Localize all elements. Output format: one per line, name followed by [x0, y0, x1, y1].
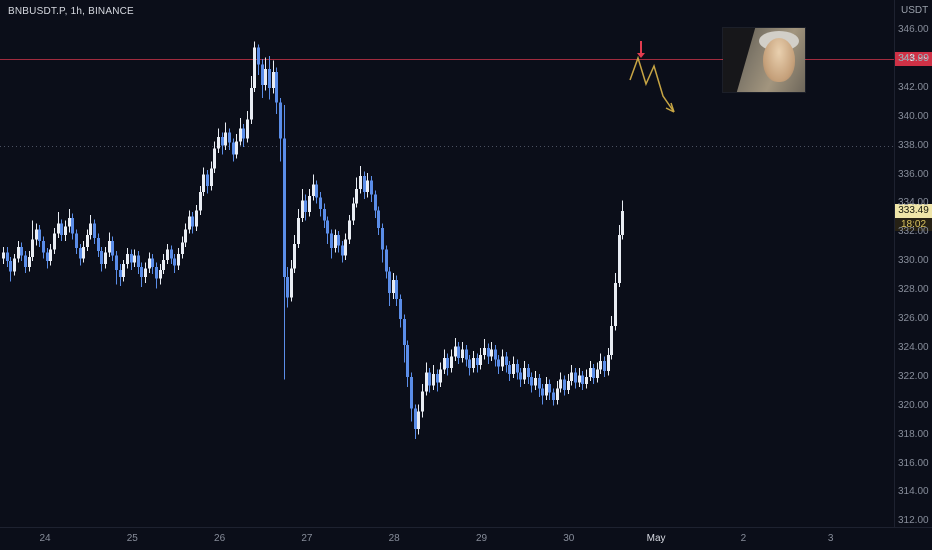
candlestick-series [2, 41, 624, 439]
price-tick-label: 332.00 [898, 226, 929, 238]
price-tick-label: 314.00 [898, 486, 929, 498]
chart-canvas[interactable]: BNBUSDT.P, 1h, BINANCE [0, 0, 895, 528]
time-axis-label: 25 [126, 533, 138, 544]
time-axis-label: 27 [301, 533, 313, 544]
price-tick-label: 346.00 [898, 24, 929, 35]
price-line-label: 343.99 [895, 52, 932, 67]
symbol-legend[interactable]: BNBUSDT.P, 1h, BINANCE [8, 6, 134, 17]
price-chart-svg [0, 41, 895, 439]
time-axis-label: 24 [39, 533, 51, 544]
time-axis-label: 28 [388, 533, 400, 544]
symbol-legend-text: BNBUSDT.P, 1h, BINANCE [8, 6, 134, 17]
price-tick-label: 328.00 [898, 284, 929, 296]
price-tick-label: 340.00 [898, 110, 929, 122]
price-tick-label: 338.00 [898, 139, 929, 151]
time-axis-label: May [646, 533, 666, 544]
price-tick-label: 316.00 [898, 457, 929, 469]
quote-currency-label: USDT [901, 5, 929, 16]
time-axis-label: 29 [475, 533, 488, 544]
attached-image-drawing[interactable] [723, 28, 805, 92]
price-tick-label: 342.00 [898, 81, 929, 93]
price-tick-label: 334.00 [898, 197, 929, 209]
last-price-value: 333.49 [895, 203, 932, 218]
price-tick-label: 336.00 [898, 168, 929, 180]
time-axis-label: 3 [827, 533, 834, 544]
time-axis-label: 26 [214, 533, 226, 544]
price-tick-label: 320.00 [898, 399, 929, 411]
price-tick-label: 344.00 [898, 52, 929, 64]
price-tick-label: 318.00 [898, 428, 929, 440]
time-axis-label: 30 [563, 533, 575, 544]
price-tick-label: 312.00 [898, 515, 929, 527]
bar-countdown: 18:02 [895, 217, 932, 231]
down-arrow-drawing[interactable] [637, 41, 645, 58]
price-tick-label: 330.00 [898, 255, 929, 267]
image-art-face [763, 38, 795, 82]
trend-projection-drawing[interactable] [629, 55, 675, 113]
time-axis[interactable]: 24 25 26 27 28 29 30 May 2 3 [0, 527, 932, 550]
price-axis[interactable]: USDT 343.99 333.49 18:02 346.00 344.00 342… [894, 0, 932, 528]
axis-corner [895, 528, 932, 550]
price-tick-label: 326.00 [898, 313, 929, 324]
last-price-label: 333.49 18:02 [895, 203, 932, 231]
price-tick-label: 324.00 [898, 341, 929, 353]
time-axis-label: 2 [740, 533, 747, 544]
price-tick-label: 322.00 [898, 370, 929, 382]
